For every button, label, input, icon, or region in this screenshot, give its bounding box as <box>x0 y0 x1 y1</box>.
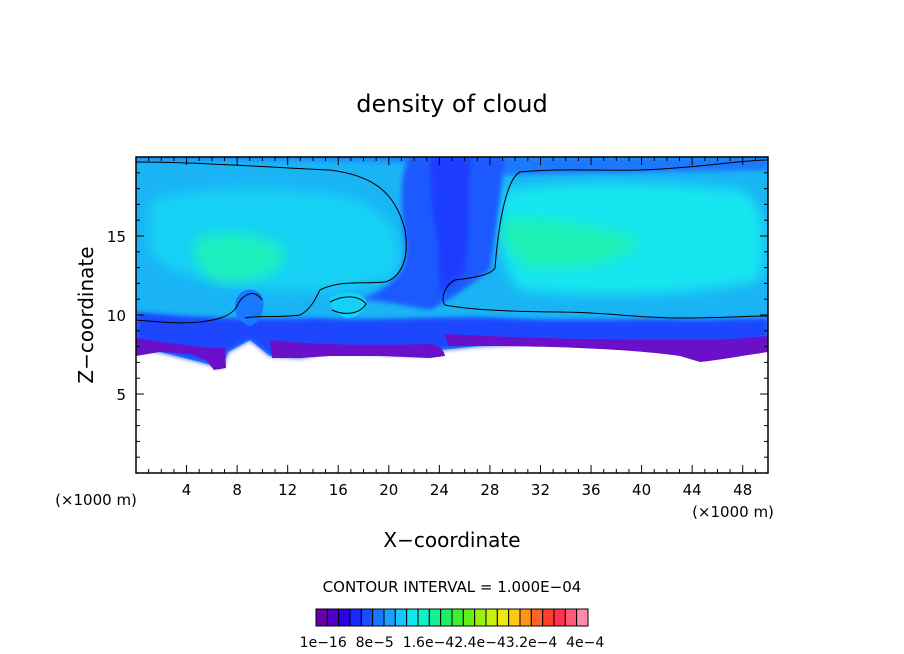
x-tick-label: 8 <box>232 481 242 499</box>
y-tick-label: 5 <box>116 386 126 404</box>
colorbar-swatch <box>542 608 555 627</box>
colorbar-swatch <box>485 608 498 627</box>
cloud-core-left <box>194 233 285 283</box>
colorbar-swatch <box>451 608 464 627</box>
colorbar-swatch <box>417 608 430 627</box>
y-tick-label: 15 <box>107 228 126 246</box>
x-tick-label: 12 <box>278 481 297 499</box>
colorbar-swatch <box>383 608 396 627</box>
colorbar-swatch <box>338 608 351 627</box>
axis-ticks <box>136 157 768 473</box>
colorbar-swatch <box>326 608 340 627</box>
contour-interval-label: CONTOUR INTERVAL = 1.000E−04 <box>323 578 582 596</box>
colorbar-swatch <box>372 608 385 627</box>
colorbar-swatch <box>428 608 442 627</box>
contour-lower <box>136 293 263 324</box>
x-tick-label: 40 <box>632 481 651 499</box>
y-tick-label: 10 <box>107 307 126 325</box>
chart-title: density of cloud <box>356 90 547 118</box>
colorbar-labels: 1e−16 8e−5 1.6e−42.4e−43.2e−4 4e−4 <box>300 635 605 651</box>
colorbar-swatch <box>360 608 374 627</box>
x-tick-label: 24 <box>430 481 449 499</box>
colorbar-swatch <box>553 608 566 627</box>
x-tick-label: 20 <box>379 481 398 499</box>
contour-upper <box>136 161 407 319</box>
colorbar-swatch <box>394 608 408 627</box>
x-unit-right: (×1000 m) <box>692 503 774 521</box>
y-axis-label: Z−coordinate <box>74 246 98 383</box>
x-tick-label: 48 <box>733 481 752 499</box>
colorbar-swatch <box>406 608 419 627</box>
x-axis-label: X−coordinate <box>383 528 520 552</box>
x-tick-label: 28 <box>480 481 499 499</box>
colorbar-swatch <box>576 608 589 627</box>
contour-upper-right <box>442 159 768 319</box>
cloud-base-left <box>136 338 226 370</box>
colorbar-swatch <box>474 608 487 627</box>
cloud-base-mid <box>270 340 445 358</box>
x-tick-label: 16 <box>329 481 348 499</box>
x-tick-label: 44 <box>683 481 702 499</box>
x-tick-label: 4 <box>182 481 192 499</box>
contour-mid <box>329 296 367 314</box>
colorbar-swatch <box>315 608 328 627</box>
plot-field <box>136 157 768 473</box>
colorbar-swatch <box>519 608 532 627</box>
colorbar-swatch <box>530 608 544 627</box>
colorbar-swatch <box>496 608 510 627</box>
x-tick-label: 32 <box>531 481 550 499</box>
cloud-base-right <box>445 334 768 362</box>
colorbar-swatch <box>349 608 362 627</box>
colorbar <box>315 608 589 627</box>
colorbar-swatch <box>440 608 453 627</box>
colorbar-swatch <box>462 608 476 627</box>
cloud-core-right <box>503 218 640 269</box>
colorbar-swatch <box>564 608 578 627</box>
contour-lines <box>136 159 768 324</box>
x-tick-label: 36 <box>581 481 600 499</box>
colorbar-swatch <box>508 608 521 627</box>
x-unit-left: (×1000 m) <box>55 491 137 509</box>
downdraft-core <box>430 157 470 292</box>
